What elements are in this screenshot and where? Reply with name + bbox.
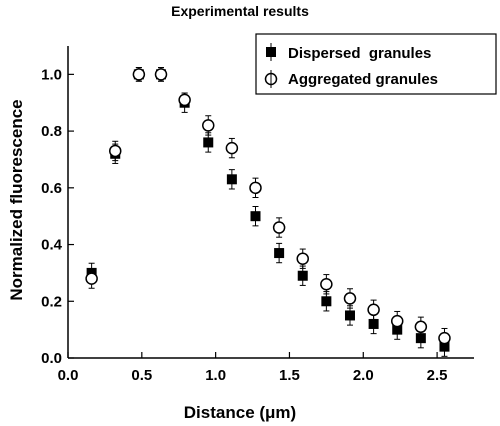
plot-frame xyxy=(67,46,474,359)
y-tick-label-5: 1.0 xyxy=(41,66,62,83)
dispersed-point-10 xyxy=(321,291,332,312)
aggregated-point-0 xyxy=(85,268,98,289)
dispersed-marker-8 xyxy=(274,248,285,259)
aggregated-marker-7 xyxy=(249,181,262,195)
y-tick-label-2: 0.4 xyxy=(41,237,63,254)
dispersed-point-11 xyxy=(344,305,355,326)
aggregated-point-5 xyxy=(202,115,215,136)
dispersed-marker-7 xyxy=(250,211,261,222)
aggregated-marker-2 xyxy=(132,68,146,81)
aggregated-marker-13 xyxy=(390,314,404,328)
dispersed-marker-14 xyxy=(415,333,426,344)
dispersed-marker-6 xyxy=(226,174,237,185)
x-tick-label-4: 2.0 xyxy=(353,367,374,384)
aggregated-marker-14 xyxy=(414,320,428,334)
legend-label-aggregated: Aggregated granules xyxy=(288,71,438,88)
y-tick-label-3: 0.6 xyxy=(41,180,62,197)
legend: Dispersed granules Aggregated granules xyxy=(255,33,497,95)
x-tick-label-3: 1.5 xyxy=(279,367,300,384)
legend-label-dispersed: Dispersed granules xyxy=(288,45,431,62)
aggregated-point-6 xyxy=(225,137,239,159)
dispersed-marker-5 xyxy=(203,137,214,148)
aggregated-point-14 xyxy=(414,316,428,337)
aggregated-point-7 xyxy=(249,177,262,198)
aggregated-marker-11 xyxy=(343,292,357,305)
aggregated-point-8 xyxy=(272,217,286,238)
dispersed-marker-9 xyxy=(297,270,308,281)
x-tick-label-1: 0.5 xyxy=(131,367,152,384)
aggregated-marker-4 xyxy=(178,93,191,107)
aggregated-point-10 xyxy=(320,274,333,295)
aggregated-marker-10 xyxy=(320,278,333,291)
x-axis-label: Distance (μm) xyxy=(184,403,296,422)
dispersed-point-5 xyxy=(203,132,214,153)
aggregated-point-2 xyxy=(132,67,146,82)
aggregated-marker-3 xyxy=(154,68,168,81)
dispersed-point-9 xyxy=(297,265,308,286)
aggregated-marker-12 xyxy=(367,303,380,317)
dispersed-point-6 xyxy=(226,169,237,190)
aggregated-point-12 xyxy=(367,299,380,320)
x-tick-label-5: 2.5 xyxy=(427,367,448,384)
aggregated-marker-1 xyxy=(108,144,122,158)
aggregated-point-4 xyxy=(178,92,191,108)
aggregated-point-15 xyxy=(438,327,451,349)
aggregated-marker-5 xyxy=(202,119,215,132)
aggregated-marker-15 xyxy=(438,331,451,345)
x-tick-label-2: 1.0 xyxy=(205,367,226,384)
dispersed-marker-11 xyxy=(344,310,355,321)
aggregated-point-13 xyxy=(390,310,404,332)
x-tick-label-0: 0.0 xyxy=(58,367,79,384)
dispersed-marker-10 xyxy=(321,296,332,307)
y-tick-label-0: 0.0 xyxy=(41,350,62,367)
aggregated-point-1 xyxy=(108,140,122,162)
axis-ticks: 0.0 0.5 1.0 1.5 2.0 2.5 0.0 0.2 0.4 0.6 0.8 1.0 xyxy=(41,66,447,384)
y-tick-label-1: 0.2 xyxy=(41,293,62,310)
dispersed-point-8 xyxy=(274,242,285,264)
aggregated-marker-9 xyxy=(296,252,309,265)
chart-title: Experimental results xyxy=(171,3,309,19)
y-axis-label: Normalized fluorescence xyxy=(7,99,26,300)
data-marks xyxy=(85,67,451,357)
aggregated-marker-0 xyxy=(85,272,98,285)
aggregated-point-9 xyxy=(296,248,309,269)
legend-box xyxy=(255,33,497,95)
dispersed-marker-12 xyxy=(368,318,379,329)
aggregated-point-11 xyxy=(343,288,357,309)
aggregated-marker-6 xyxy=(225,141,239,155)
dispersed-point-7 xyxy=(250,206,261,227)
aggregated-marker-8 xyxy=(272,221,286,234)
y-tick-label-4: 0.8 xyxy=(41,123,62,140)
aggregated-point-3 xyxy=(154,67,168,82)
